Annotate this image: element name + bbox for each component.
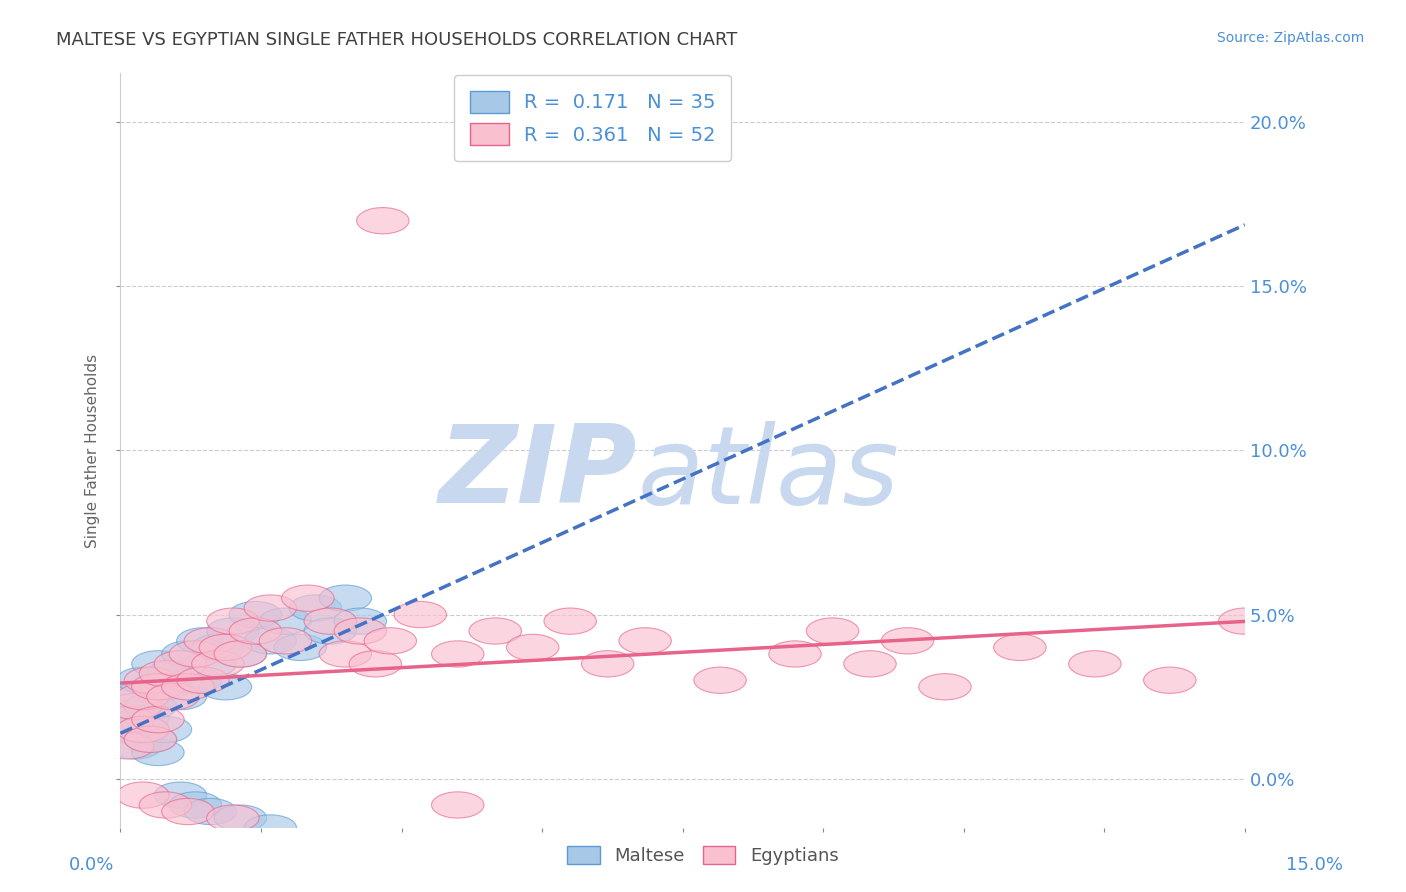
Ellipse shape — [191, 634, 245, 661]
Ellipse shape — [124, 726, 177, 753]
Ellipse shape — [229, 618, 281, 644]
Ellipse shape — [214, 640, 267, 667]
Text: 15.0%: 15.0% — [1286, 855, 1343, 873]
Ellipse shape — [184, 628, 236, 654]
Ellipse shape — [806, 618, 859, 644]
Ellipse shape — [994, 634, 1046, 661]
Legend: Maltese, Egyptians: Maltese, Egyptians — [560, 838, 846, 872]
Ellipse shape — [162, 640, 214, 667]
Ellipse shape — [229, 601, 281, 628]
Ellipse shape — [882, 628, 934, 654]
Ellipse shape — [918, 673, 972, 700]
Ellipse shape — [139, 716, 191, 743]
Ellipse shape — [184, 650, 236, 677]
Ellipse shape — [357, 208, 409, 234]
Ellipse shape — [245, 628, 297, 654]
Ellipse shape — [162, 673, 214, 700]
Ellipse shape — [207, 618, 259, 644]
Ellipse shape — [155, 650, 207, 677]
Ellipse shape — [169, 667, 222, 693]
Ellipse shape — [101, 706, 155, 732]
Ellipse shape — [200, 634, 252, 661]
Ellipse shape — [319, 585, 371, 611]
Ellipse shape — [245, 595, 297, 621]
Ellipse shape — [146, 661, 200, 687]
Ellipse shape — [1219, 608, 1271, 634]
Ellipse shape — [124, 667, 177, 693]
Ellipse shape — [304, 618, 357, 644]
Ellipse shape — [769, 640, 821, 667]
Ellipse shape — [200, 673, 252, 700]
Ellipse shape — [110, 732, 162, 759]
Ellipse shape — [693, 667, 747, 693]
Ellipse shape — [124, 726, 177, 753]
Ellipse shape — [394, 601, 447, 628]
Ellipse shape — [139, 673, 191, 700]
Ellipse shape — [207, 805, 259, 831]
Ellipse shape — [281, 585, 335, 611]
Ellipse shape — [349, 650, 402, 677]
Text: ZIP: ZIP — [439, 420, 638, 526]
Ellipse shape — [177, 667, 229, 693]
Ellipse shape — [191, 650, 245, 677]
Text: Source: ZipAtlas.com: Source: ZipAtlas.com — [1216, 31, 1364, 45]
Ellipse shape — [304, 608, 357, 634]
Ellipse shape — [155, 782, 207, 808]
Ellipse shape — [184, 798, 236, 825]
Ellipse shape — [132, 706, 184, 732]
Ellipse shape — [619, 628, 672, 654]
Ellipse shape — [101, 716, 155, 743]
Ellipse shape — [470, 618, 522, 644]
Ellipse shape — [335, 618, 387, 644]
Ellipse shape — [117, 667, 169, 693]
Ellipse shape — [162, 798, 214, 825]
Ellipse shape — [169, 640, 222, 667]
Text: atlas: atlas — [638, 421, 900, 525]
Ellipse shape — [110, 683, 162, 710]
Ellipse shape — [319, 640, 371, 667]
Ellipse shape — [132, 650, 184, 677]
Ellipse shape — [290, 595, 342, 621]
Ellipse shape — [259, 628, 312, 654]
Ellipse shape — [132, 673, 184, 700]
Ellipse shape — [207, 608, 259, 634]
Ellipse shape — [117, 782, 169, 808]
Ellipse shape — [1143, 667, 1197, 693]
Ellipse shape — [155, 683, 207, 710]
Ellipse shape — [177, 628, 229, 654]
Ellipse shape — [432, 640, 484, 667]
Y-axis label: Single Father Households: Single Father Households — [86, 353, 100, 548]
Text: MALTESE VS EGYPTIAN SINGLE FATHER HOUSEHOLDS CORRELATION CHART: MALTESE VS EGYPTIAN SINGLE FATHER HOUSEH… — [56, 31, 738, 49]
Ellipse shape — [364, 628, 416, 654]
Ellipse shape — [245, 814, 297, 841]
Ellipse shape — [335, 608, 387, 634]
Ellipse shape — [110, 693, 162, 720]
Ellipse shape — [101, 700, 155, 726]
Ellipse shape — [132, 739, 184, 765]
Legend: R =  0.171   N = 35, R =  0.361   N = 52: R = 0.171 N = 35, R = 0.361 N = 52 — [454, 75, 731, 161]
Ellipse shape — [139, 661, 191, 687]
Ellipse shape — [582, 650, 634, 677]
Ellipse shape — [544, 608, 596, 634]
Ellipse shape — [844, 650, 896, 677]
Ellipse shape — [1069, 650, 1121, 677]
Ellipse shape — [117, 706, 169, 732]
Ellipse shape — [117, 716, 169, 743]
Ellipse shape — [506, 634, 560, 661]
Text: 0.0%: 0.0% — [69, 855, 114, 873]
Ellipse shape — [274, 634, 326, 661]
Ellipse shape — [101, 732, 155, 759]
Ellipse shape — [214, 640, 267, 667]
Ellipse shape — [124, 693, 177, 720]
Ellipse shape — [259, 608, 312, 634]
Ellipse shape — [146, 683, 200, 710]
Ellipse shape — [432, 792, 484, 818]
Ellipse shape — [139, 792, 191, 818]
Ellipse shape — [169, 792, 222, 818]
Ellipse shape — [117, 683, 169, 710]
Ellipse shape — [214, 805, 267, 831]
